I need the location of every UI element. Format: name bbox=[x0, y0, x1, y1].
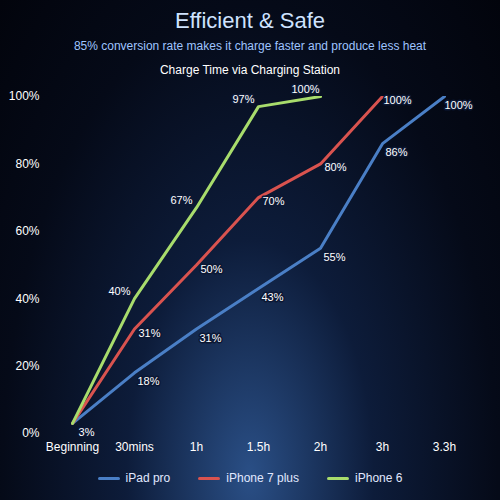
html-text:iPhone 6: iPhone 6 bbox=[355, 471, 403, 485]
svg-text:100%: 100% bbox=[444, 99, 472, 111]
svg-text:18%: 18% bbox=[137, 375, 159, 387]
svg-text:100%: 100% bbox=[383, 94, 411, 106]
svg-text:67%: 67% bbox=[170, 194, 192, 206]
html-text:iPhone 7 plus: iPhone 7 plus bbox=[226, 471, 299, 485]
svg-text:70%: 70% bbox=[262, 195, 284, 207]
svg-text:Beginning: Beginning bbox=[46, 440, 99, 454]
svg-text:60%: 60% bbox=[15, 224, 39, 238]
svg-text:3h: 3h bbox=[376, 440, 389, 454]
svg-text:2h: 2h bbox=[314, 440, 327, 454]
svg-text:3.3h: 3.3h bbox=[433, 440, 456, 454]
svg-text:1h: 1h bbox=[190, 440, 203, 454]
html-text:85% conversion rate makes it c: 85% conversion rate makes it charge fast… bbox=[73, 39, 427, 53]
html-text:iPad pro: iPad pro bbox=[125, 471, 171, 485]
svg-text:86%: 86% bbox=[385, 146, 407, 158]
svg-text:100%: 100% bbox=[291, 83, 319, 95]
svg-text:31%: 31% bbox=[199, 332, 221, 344]
html-text:Charge Time via Charging Stati: Charge Time via Charging Station bbox=[160, 63, 340, 77]
svg-text:43%: 43% bbox=[261, 291, 283, 303]
svg-text:40%: 40% bbox=[15, 292, 39, 306]
svg-text:3%: 3% bbox=[79, 426, 95, 438]
svg-text:40%: 40% bbox=[108, 285, 130, 297]
svg-text:0%: 0% bbox=[22, 426, 40, 440]
svg-text:55%: 55% bbox=[323, 251, 345, 263]
svg-text:80%: 80% bbox=[15, 157, 39, 171]
svg-text:31%: 31% bbox=[138, 327, 160, 339]
svg-text:80%: 80% bbox=[324, 161, 346, 173]
svg-text:1.5h: 1.5h bbox=[247, 440, 270, 454]
svg-text:100%: 100% bbox=[9, 89, 40, 103]
html-text:Efficient & Safe: Efficient & Safe bbox=[175, 8, 325, 33]
svg-text:20%: 20% bbox=[15, 359, 39, 373]
svg-text:30mins: 30mins bbox=[115, 440, 154, 454]
svg-text:97%: 97% bbox=[232, 93, 254, 105]
svg-text:50%: 50% bbox=[200, 263, 222, 275]
